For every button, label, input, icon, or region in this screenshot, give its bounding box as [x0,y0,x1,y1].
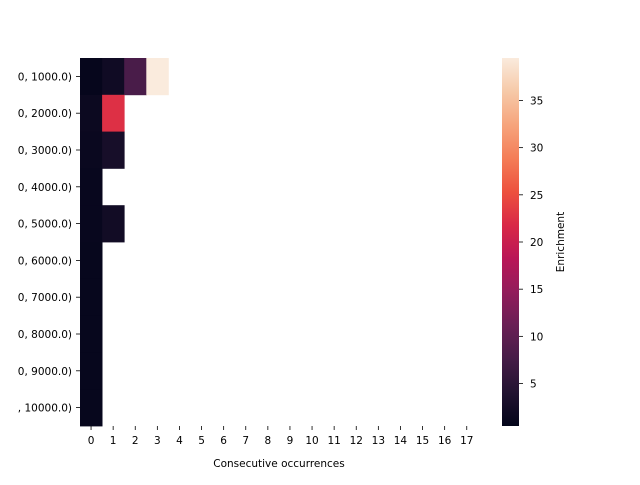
x-tick-label: 16 [438,435,452,447]
y-tick-label: 0, 2000.0) [18,108,72,120]
heatmap-cell [80,352,103,390]
heatmap-cell [80,168,103,206]
x-tick-label: 17 [460,435,473,447]
x-tick-label: 10 [305,435,318,447]
heatmap-cell [80,389,103,427]
x-tick-label: 13 [372,435,385,447]
x-tick-label: 12 [350,435,363,447]
y-tick-label: 0, 8000.0) [18,329,72,341]
x-tick-label: 0 [88,435,95,447]
x-axis-label: Consecutive occurrences [213,458,344,470]
heatmap-cell [80,205,103,243]
y-tick-label: 0, 5000.0) [18,219,72,231]
x-tick-label: 5 [198,435,205,447]
heatmap-cells [80,58,169,427]
heatmap-cell [102,58,125,96]
heatmap-cell [102,131,125,169]
y-tick-label: 0, 4000.0) [18,182,72,194]
heatmap-cell [80,242,103,280]
x-axis-ticks: 0 1 2 3 4 5 6 7 8 9 10 11 12 13 14 15 16 17 [88,426,473,447]
x-tick-label: 1 [110,435,117,447]
heatmap-cell [80,58,103,96]
colorbar-label: Enrichment [555,212,567,272]
heatmap-cell [124,58,147,96]
colorbar-tick-label: 15 [530,284,543,296]
colorbar [502,58,519,426]
x-tick-label: 4 [176,435,183,447]
x-tick-label: 8 [265,435,272,447]
x-tick-label: 2 [132,435,139,447]
colorbar-tick-label: 35 [530,95,543,107]
y-tick-label: 0, 6000.0) [18,255,72,267]
x-tick-label: 14 [394,435,408,447]
heatmap-cell [102,205,125,243]
y-tick-label: 0, 7000.0) [18,292,72,304]
colorbar-tick-label: 20 [530,237,543,249]
x-tick-label: 3 [154,435,161,447]
heatmap-cell [102,94,125,132]
x-tick-label: 6 [220,435,227,447]
y-tick-label: , 10000.0) [18,403,72,415]
y-tick-label: 0, 9000.0) [18,366,72,378]
colorbar-tick-label: 25 [530,190,543,202]
y-tick-label: 0, 3000.0) [18,145,72,157]
heatmap-cell [146,58,169,96]
x-tick-label: 7 [242,435,249,447]
colorbar-tick-label: 5 [530,379,537,391]
heatmap-cell [80,278,103,316]
colorbar-tick-label: 30 [530,143,543,155]
x-tick-label: 15 [416,435,429,447]
x-tick-label: 9 [287,435,294,447]
x-tick-label: 11 [327,435,340,447]
y-tick-label: 0, 1000.0) [18,71,72,83]
colorbar-ticks: 5 10 15 20 25 30 35 [519,95,543,391]
y-axis-ticks: 0, 1000.0) 0, 2000.0) 0, 3000.0) 0, 4000.0)… [18,71,80,415]
colorbar-tick-label: 10 [530,331,543,343]
heatmap-cell [80,131,103,169]
heatmap-cell [80,315,103,353]
heatmap-cell [80,94,103,132]
